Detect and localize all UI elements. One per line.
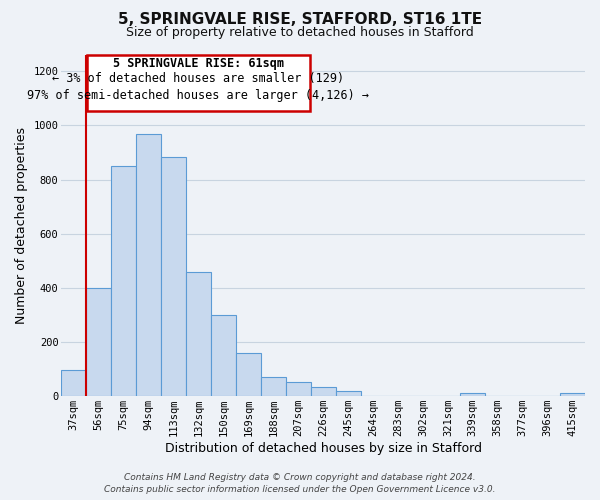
Bar <box>86 288 111 396</box>
Bar <box>460 394 485 396</box>
Text: 5 SPRINGVALE RISE: 61sqm: 5 SPRINGVALE RISE: 61sqm <box>113 56 284 70</box>
Text: 5, SPRINGVALE RISE, STAFFORD, ST16 1TE: 5, SPRINGVALE RISE, STAFFORD, ST16 1TE <box>118 12 482 28</box>
FancyBboxPatch shape <box>87 55 310 110</box>
Bar <box>61 370 86 396</box>
X-axis label: Distribution of detached houses by size in Stafford: Distribution of detached houses by size … <box>164 442 482 455</box>
Bar <box>186 272 211 396</box>
Bar <box>161 156 186 396</box>
Text: ← 3% of detached houses are smaller (129): ← 3% of detached houses are smaller (129… <box>52 72 344 85</box>
Bar <box>211 315 236 396</box>
Bar <box>236 353 261 396</box>
Bar <box>261 376 286 396</box>
Bar <box>286 382 311 396</box>
Bar <box>136 134 161 396</box>
Bar <box>111 166 136 396</box>
Y-axis label: Number of detached properties: Number of detached properties <box>15 127 28 324</box>
Text: 97% of semi-detached houses are larger (4,126) →: 97% of semi-detached houses are larger (… <box>28 89 370 102</box>
Bar <box>335 391 361 396</box>
Bar <box>311 386 335 396</box>
Bar <box>560 394 585 396</box>
Text: Contains HM Land Registry data © Crown copyright and database right 2024.
Contai: Contains HM Land Registry data © Crown c… <box>104 472 496 494</box>
Text: Size of property relative to detached houses in Stafford: Size of property relative to detached ho… <box>126 26 474 39</box>
